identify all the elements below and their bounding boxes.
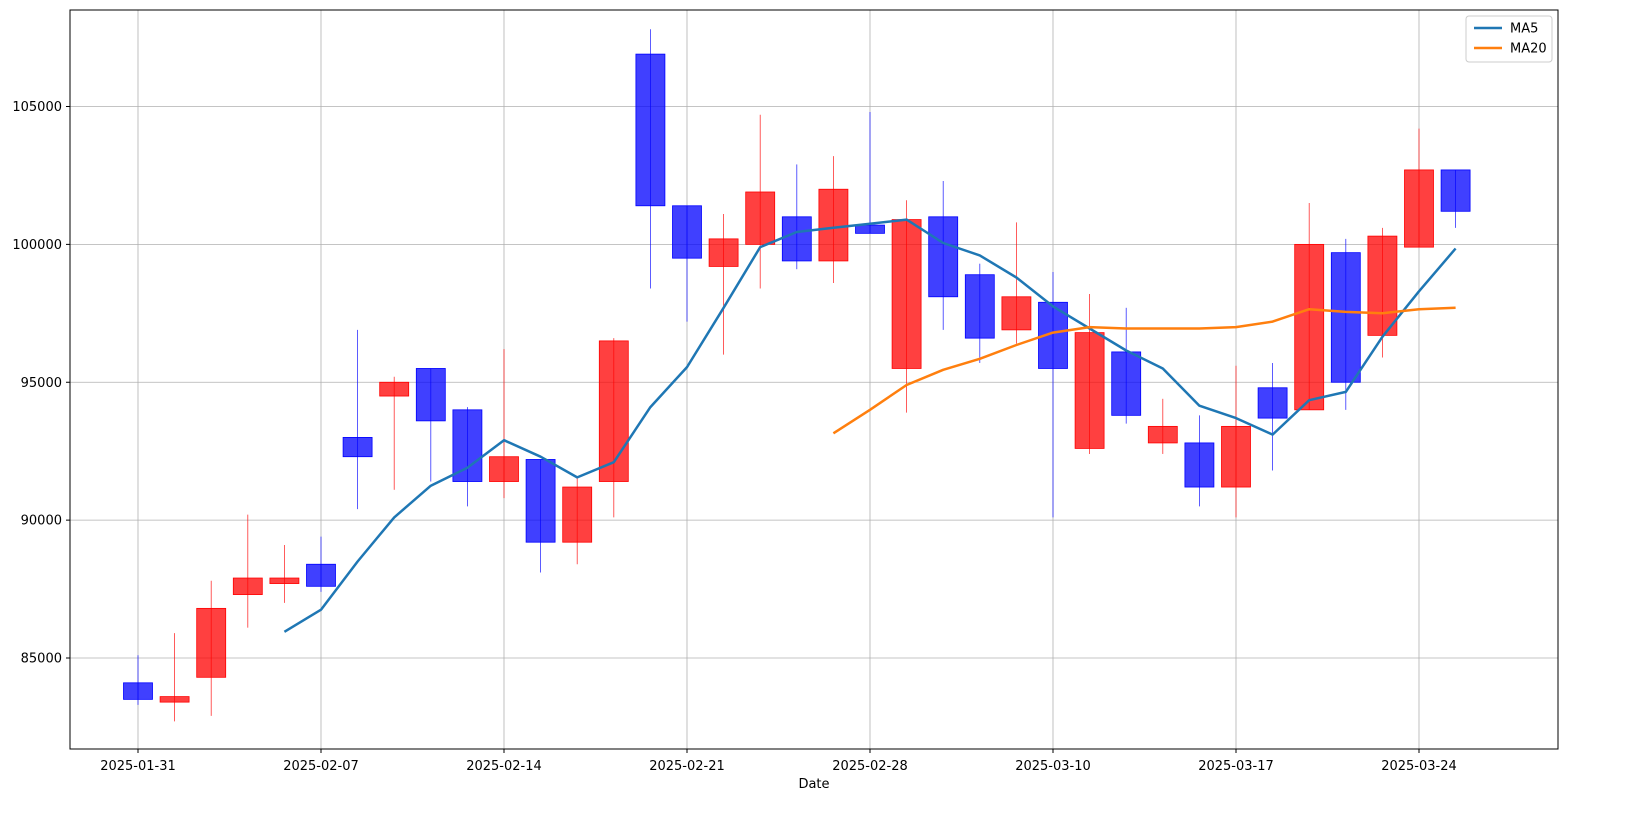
candle	[452, 407, 483, 507]
candle-body	[452, 409, 483, 482]
candle	[1294, 203, 1325, 411]
candle	[525, 459, 556, 573]
candle	[1257, 362, 1288, 471]
candle-body	[1001, 296, 1032, 331]
x-tick-label: 2025-02-21	[649, 759, 725, 774]
candle	[1440, 169, 1471, 228]
candle-body	[1074, 332, 1105, 449]
candle-body	[672, 205, 702, 259]
candle-body	[891, 219, 922, 369]
candle	[818, 156, 849, 283]
y-tick-label: 100000	[12, 238, 62, 253]
candle	[306, 536, 336, 592]
candle-body	[745, 191, 776, 245]
candle	[1147, 398, 1178, 454]
candle-body	[855, 224, 885, 234]
candle-body	[342, 437, 373, 458]
y-tick-label: 95000	[21, 376, 62, 391]
candle-body	[1330, 252, 1361, 383]
candle-body	[635, 53, 666, 207]
candle	[196, 580, 227, 716]
candle-body	[306, 563, 336, 587]
candle-body	[598, 340, 629, 482]
x-tick-label: 2025-03-10	[1015, 759, 1091, 774]
x-tick-label: 2025-02-07	[283, 759, 359, 774]
candle-body	[1111, 351, 1142, 416]
candle-body	[562, 486, 593, 543]
candle	[1330, 238, 1361, 410]
candle	[1001, 222, 1032, 344]
candle-body	[708, 238, 739, 267]
candle	[1404, 128, 1434, 248]
candle-body	[525, 459, 556, 543]
candle-body	[269, 577, 300, 584]
x-tick-label: 2025-02-28	[832, 759, 908, 774]
candle	[928, 180, 959, 330]
candle	[964, 263, 995, 363]
candle	[1074, 294, 1105, 454]
candle	[1038, 271, 1068, 518]
candle-body	[1367, 235, 1398, 336]
x-axis-label: Date	[798, 777, 829, 792]
legend: MA5 MA20	[1465, 15, 1553, 63]
candle-body	[1147, 425, 1178, 444]
legend-label-ma20: MA20	[1510, 42, 1547, 57]
candle	[1221, 365, 1251, 518]
candle-body	[1440, 169, 1471, 212]
x-tick-label: 2025-01-31	[100, 759, 176, 774]
candle-body	[489, 456, 519, 482]
candle	[1367, 227, 1398, 358]
moving-average-lines	[283, 218, 1457, 633]
candle-body	[379, 381, 410, 397]
candle	[891, 200, 922, 413]
candle	[598, 338, 629, 518]
candle	[489, 349, 519, 499]
candle-body	[123, 682, 153, 700]
ma-line-ma5	[283, 218, 1457, 633]
candle-body	[781, 216, 812, 262]
candle-body	[818, 188, 849, 262]
candle	[708, 214, 739, 355]
candle-body	[928, 216, 959, 298]
candle	[635, 29, 666, 289]
candle	[269, 544, 300, 603]
candle	[415, 368, 446, 482]
y-tick-label: 90000	[21, 514, 62, 529]
y-tick-label: 105000	[12, 100, 62, 115]
candle-body	[415, 368, 446, 422]
candle	[1184, 415, 1215, 507]
grid-lines	[70, 10, 1558, 749]
candle	[781, 164, 812, 270]
candle	[855, 112, 885, 234]
candle-body	[1221, 425, 1251, 488]
x-tick-label: 2025-02-14	[466, 759, 542, 774]
candle	[379, 376, 410, 490]
candle-body	[1184, 442, 1215, 488]
candle	[342, 329, 373, 510]
candle	[562, 476, 593, 565]
candle	[159, 633, 190, 722]
x-axis-ticks: 2025-01-31 2025-02-07 2025-02-14 2025-02-21…	[100, 749, 1457, 774]
candle	[745, 114, 776, 289]
candle-body	[1294, 243, 1325, 411]
candle-body	[159, 696, 190, 703]
candle-body	[196, 607, 227, 678]
candle	[672, 205, 702, 322]
candle-body	[1257, 387, 1288, 419]
plot-frame	[69, 9, 1559, 750]
y-axis-ticks: 85000 90000 95000 100000 105000	[12, 100, 70, 667]
x-tick-label: 2025-03-17	[1198, 759, 1274, 774]
candle	[1111, 307, 1142, 424]
x-tick-label: 2025-03-24	[1381, 759, 1457, 774]
candle-body	[964, 274, 995, 339]
candle	[123, 655, 153, 705]
ma-line-ma20	[832, 306, 1456, 435]
candle	[232, 514, 263, 628]
candle-body	[232, 577, 263, 595]
candles	[123, 29, 1471, 722]
y-tick-label: 85000	[21, 652, 62, 667]
legend-label-ma5: MA5	[1510, 22, 1538, 37]
candle-body	[1404, 169, 1434, 248]
